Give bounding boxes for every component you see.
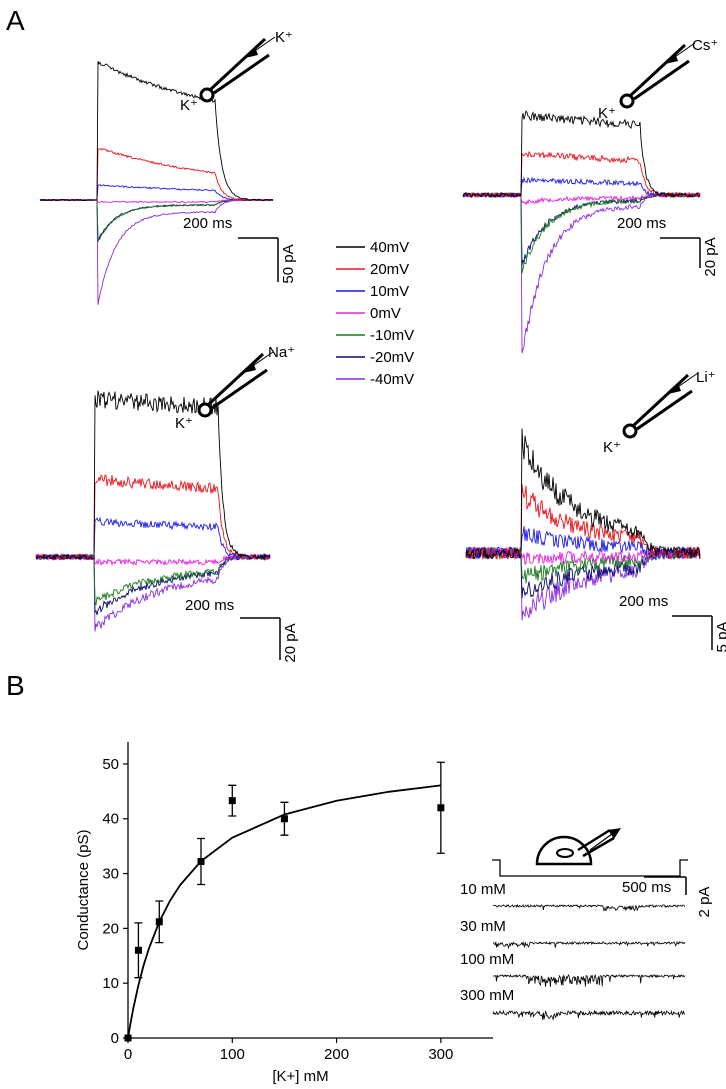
pipette [632,373,690,427]
x-tick-label: 100 [220,1046,245,1063]
flow-arrowhead [608,828,621,839]
pipette [213,53,270,95]
fit-curve [127,784,442,1039]
x-tick-label: 300 [428,1046,453,1063]
legend-label: -20mV [370,349,414,366]
cell-ion: K⁺ [180,97,198,114]
current-trace [462,110,701,199]
legend-label: -10mV [370,327,414,344]
voltage-protocol [492,859,688,877]
current-trace [35,390,271,561]
y-tick-label: 50 [102,756,119,773]
current-trace [462,176,701,199]
pipette [582,836,615,858]
data-point [437,804,445,812]
pipette-ion: Li⁺ [696,369,716,386]
y-tick-label: 40 [102,811,119,828]
legend-label: -40mV [370,371,414,388]
time-scale-label: 200 ms [617,215,666,232]
data-point [228,797,236,805]
concentration-label: 100 mM [460,951,514,968]
legend-label: 20mV [370,261,409,278]
flow-arrowhead [668,383,681,394]
flow-arrow [589,833,613,851]
pipette [209,37,267,91]
current-trace [35,552,271,616]
flow-arrowhead [665,53,678,64]
legend-label: 40mV [370,239,409,256]
current-trace [465,545,701,565]
x-tick-label: 0 [124,1046,132,1063]
current-trace [35,553,271,632]
y-axis-label: Conductance (pS) [75,830,92,951]
flow-arrowhead [245,47,258,58]
current-scale-label: 20 pA [282,623,299,662]
channel-trace [492,1009,686,1021]
x-axis-label: [K+] mM [272,1068,328,1085]
current-trace [39,184,274,202]
cell-ion: K⁺ [598,105,616,122]
current-scale-label: 50 pA [280,244,297,283]
pipette-ion: K⁺ [275,29,293,46]
data-point [124,1034,132,1042]
channel-trace [492,903,686,912]
y-tick-label: 10 [102,975,119,992]
cell [197,402,213,418]
panel-label: A [6,5,25,36]
current-trace [35,516,271,561]
time-scale-label: 200 ms [619,593,668,610]
pipette-ion: Na⁺ [268,344,295,361]
data-point [134,946,142,954]
current-trace [35,474,271,561]
y-tick-label: 0 [111,1030,119,1047]
current-trace [35,553,271,606]
current-trace [462,150,701,199]
time-scale-label: 200 ms [183,215,232,232]
current-trace [462,191,701,274]
channel-trace [492,940,686,950]
current-trace [465,526,701,560]
x-tick-label: 200 [324,1046,349,1063]
concentration-label: 10 mM [460,881,506,898]
current-trace [465,428,701,560]
data-point [197,857,205,865]
concentration-label: 300 mM [460,987,514,1004]
cell [199,87,215,103]
current-trace [39,61,274,202]
data-point [155,918,163,926]
legend-label: 0mV [370,305,401,322]
pipette [636,389,693,431]
current-trace [39,198,274,305]
pipette [629,43,687,97]
data-point [280,815,288,823]
pipette [633,59,690,101]
time-scale-label: 500 ms [622,879,671,896]
current-trace [39,148,273,202]
y-tick-label: 30 [102,866,119,883]
channel-trace [492,973,686,987]
cell-ion: K⁺ [175,415,193,432]
nucleus [556,848,574,858]
y-tick-label: 20 [102,920,119,937]
cell [619,93,635,109]
cell [622,423,638,439]
current-trace [39,198,274,243]
pipette [211,368,268,410]
current-trace [465,483,701,561]
time-scale-label: 200 ms [185,597,234,614]
legend-label: 10mV [370,283,409,300]
current-scale-label: 5 pA [714,622,726,653]
cell-ion: K⁺ [603,439,621,456]
current-scale-label: 2 pA [696,887,713,918]
pipette-ion: Cs⁺ [692,37,718,54]
panel-label: B [6,670,25,701]
pipette [577,828,611,852]
flow-arrowhead [243,362,256,373]
current-scale-label: 20 pA [702,237,719,276]
pipette [207,352,265,406]
concentration-label: 30 mM [460,918,506,935]
